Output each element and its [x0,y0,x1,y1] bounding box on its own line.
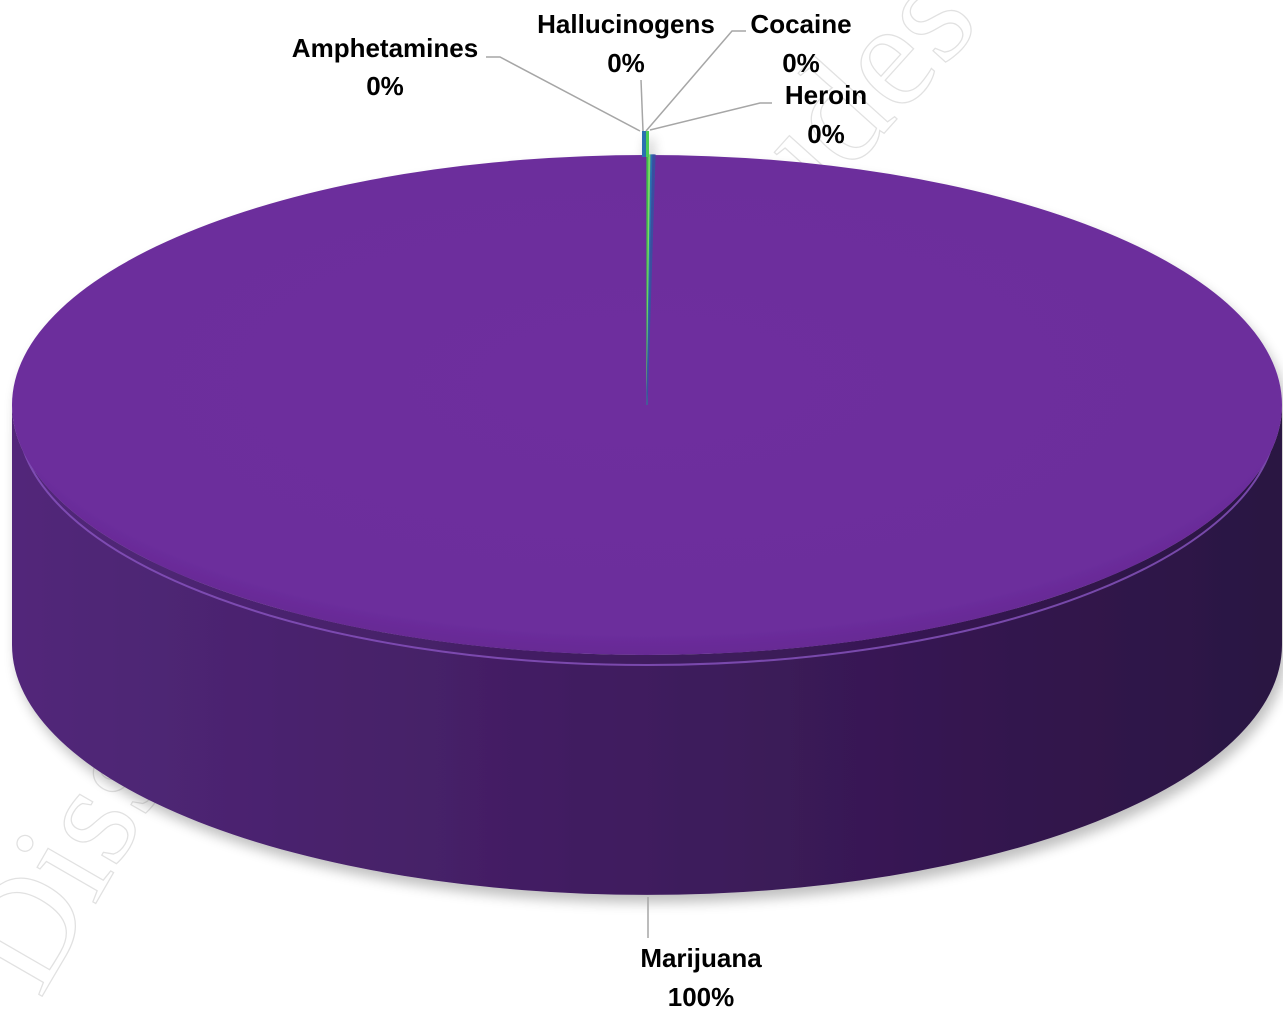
label-hallucinogens-name: Hallucinogens [537,9,715,39]
label-heroin: Heroin 0% [649,80,867,149]
label-heroin-percent: 0% [807,119,845,149]
label-cocaine-percent: 0% [782,48,820,78]
pie-side-highlight [17,416,1277,666]
label-marijuana-percent: 100% [668,982,735,1011]
pie-slice-cocaine-edge [646,131,649,157]
label-cocaine-name: Cocaine [750,9,851,39]
pie-slice-hallucinogens-edge [642,131,646,157]
label-heroin-name: Heroin [785,80,867,110]
label-marijuana-name: Marijuana [640,943,762,973]
label-hallucinogens: Hallucinogens 0% [537,9,715,132]
label-cocaine: Cocaine 0% [645,9,852,132]
label-amphetamines-name: Amphetamines [292,33,478,63]
leader-line-amphetamines [486,56,641,132]
small-slices [642,131,656,406]
pie-slice-amphetamines [646,154,656,406]
label-marijuana: Marijuana 100% [640,897,762,1012]
label-amphetamines-percent: 0% [366,71,404,101]
label-hallucinogens-percent: 0% [607,48,645,78]
pie-slice-marijuana-side [12,405,1282,895]
data-labels: Amphetamines 0% Hallucinogens 0% Cocaine… [292,9,867,1012]
label-amphetamines: Amphetamines 0% [292,33,641,132]
leader-line-cocaine [645,30,746,132]
pie-body [12,131,1282,895]
leader-line-hallucinogens [640,79,644,132]
leader-line-heroin [649,102,772,131]
